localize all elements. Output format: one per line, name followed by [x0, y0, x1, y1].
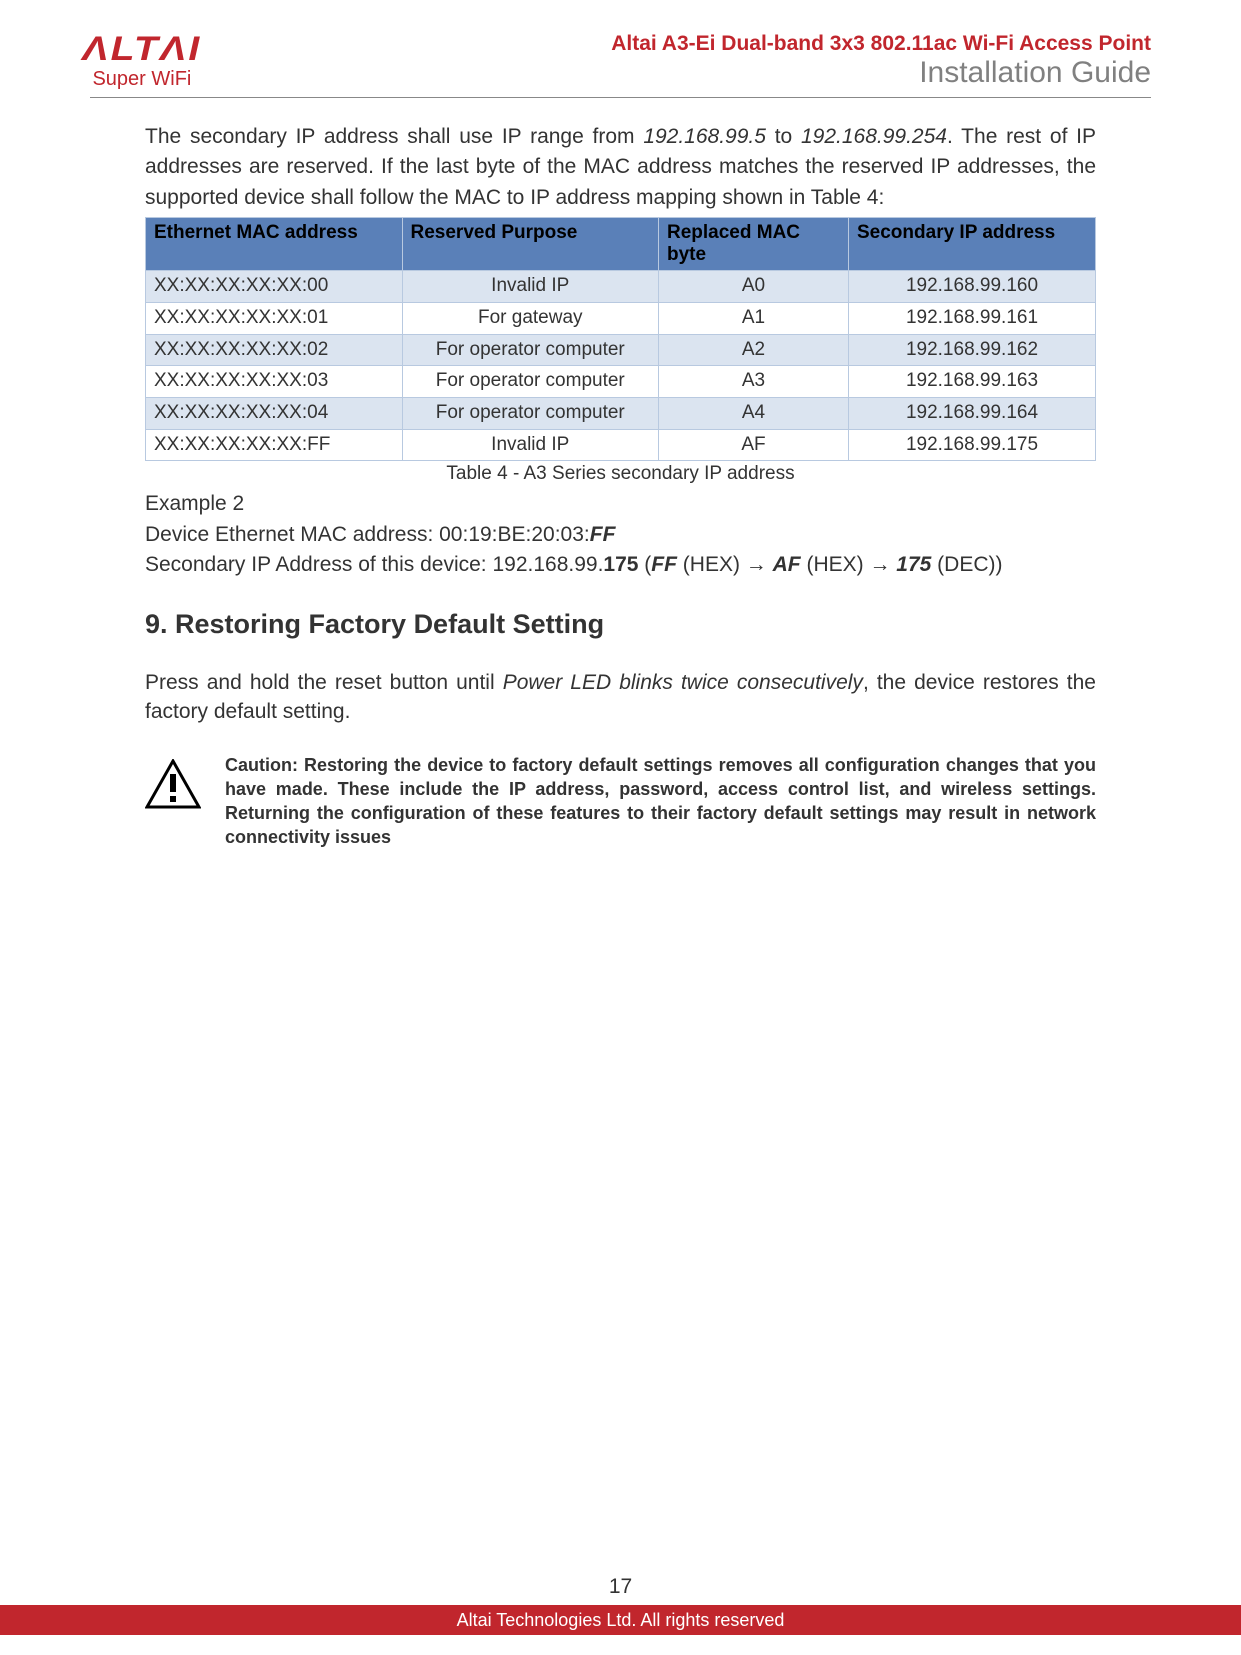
table-cell: XX:XX:XX:XX:XX:03 [146, 366, 403, 398]
table-row: XX:XX:XX:XX:XX:00Invalid IPA0192.168.99.… [146, 271, 1096, 303]
table-cell: 192.168.99.162 [849, 334, 1096, 366]
table-cell: AF [659, 429, 849, 461]
table-row: XX:XX:XX:XX:XX:03For operator computerA3… [146, 366, 1096, 398]
table-caption: Table 4 - A3 Series secondary IP address [145, 463, 1096, 485]
caution-block: Caution: Restoring the device to factory… [145, 753, 1096, 850]
th-purpose: Reserved Purpose [402, 218, 659, 271]
table-head: Ethernet MAC address Reserved Purpose Re… [146, 218, 1096, 271]
table-row: XX:XX:XX:XX:XX:04For operator computerA4… [146, 398, 1096, 430]
table-cell: XX:XX:XX:XX:XX:01 [146, 303, 403, 335]
table-cell: A2 [659, 334, 849, 366]
footer-bar: Altai Technologies Ltd. All rights reser… [0, 1605, 1241, 1635]
title-block: Altai A3-Ei Dual-band 3x3 802.11ac Wi-Fi… [611, 32, 1151, 90]
table-cell: A0 [659, 271, 849, 303]
caution-text: Caution: Restoring the device to factory… [225, 753, 1096, 850]
section-heading: 9. Restoring Factory Default Setting [145, 609, 1096, 640]
intro-paragraph: The secondary IP address shall use IP ra… [145, 122, 1096, 213]
example-title: Example 2 [145, 489, 1096, 519]
table-cell: A3 [659, 366, 849, 398]
logo-sub: Super WiFi [92, 68, 191, 91]
table-cell: 192.168.99.164 [849, 398, 1096, 430]
doc-title-grey: Installation Guide [611, 56, 1151, 90]
table-cell: XX:XX:XX:XX:XX:02 [146, 334, 403, 366]
example-line2: Secondary IP Address of this device: 192… [145, 550, 1096, 580]
table-cell: Invalid IP [402, 429, 659, 461]
th-byte: Replaced MAC byte [659, 218, 849, 271]
table-cell: For operator computer [402, 398, 659, 430]
page-number: 17 [0, 1575, 1241, 1599]
table-cell: A1 [659, 303, 849, 335]
table-cell: 192.168.99.163 [849, 366, 1096, 398]
logo-main: ΛLTΛI [82, 32, 201, 66]
mac-ip-table: Ethernet MAC address Reserved Purpose Re… [145, 217, 1096, 461]
table-cell: For operator computer [402, 334, 659, 366]
th-ip: Secondary IP address [849, 218, 1096, 271]
table-row: XX:XX:XX:XX:XX:02For operator computerA2… [146, 334, 1096, 366]
example-block: Example 2 Device Ethernet MAC address: 0… [145, 489, 1096, 580]
table-cell: 192.168.99.161 [849, 303, 1096, 335]
table-row: XX:XX:XX:XX:XX:01For gatewayA1192.168.99… [146, 303, 1096, 335]
table-cell: XX:XX:XX:XX:XX:00 [146, 271, 403, 303]
table-cell: 192.168.99.160 [849, 271, 1096, 303]
table-cell: For operator computer [402, 366, 659, 398]
table-cell: Invalid IP [402, 271, 659, 303]
doc-title-red: Altai A3-Ei Dual-band 3x3 802.11ac Wi-Fi… [611, 32, 1151, 56]
caution-icon [145, 759, 205, 814]
page-header: ΛLTΛI Super WiFi Altai A3-Ei Dual-band 3… [90, 32, 1151, 98]
table-cell: 192.168.99.175 [849, 429, 1096, 461]
reset-paragraph: Press and hold the reset button until Po… [145, 668, 1096, 727]
table-cell: XX:XX:XX:XX:XX:FF [146, 429, 403, 461]
th-mac: Ethernet MAC address [146, 218, 403, 271]
table-cell: XX:XX:XX:XX:XX:04 [146, 398, 403, 430]
table-body: XX:XX:XX:XX:XX:00Invalid IPA0192.168.99.… [146, 271, 1096, 461]
table-cell: For gateway [402, 303, 659, 335]
example-line1: Device Ethernet MAC address: 00:19:BE:20… [145, 520, 1096, 550]
table-row: XX:XX:XX:XX:XX:FFInvalid IPAF192.168.99.… [146, 429, 1096, 461]
table-cell: A4 [659, 398, 849, 430]
logo-block: ΛLTΛI Super WiFi [90, 32, 194, 91]
